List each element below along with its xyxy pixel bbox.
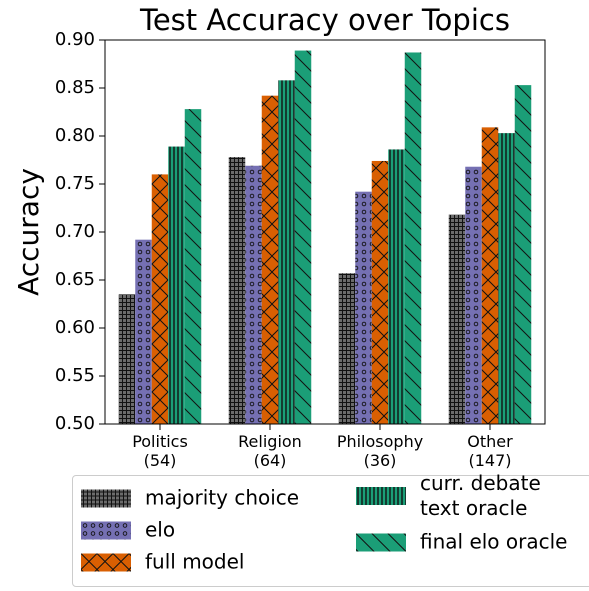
bar [448,214,466,424]
bar [278,80,295,424]
bar [168,146,185,424]
legend-entry: final elo oracle [356,530,567,555]
legend-entry: full model [81,550,244,575]
x-tick-label: Religion (64) [238,432,302,470]
plot-frame [104,39,546,425]
bar [294,50,312,425]
chart-title: Test Accuracy over Topics [139,3,510,37]
legend-label: final elo oracle [420,529,568,554]
bar [481,127,499,425]
y-tick-label: 0.65 [55,269,95,290]
legend-label: majority choice [145,485,300,510]
bar [261,95,279,425]
legend-swatch [81,553,131,571]
y-tick-label: 0.50 [55,413,95,434]
legend-label: elo [145,517,176,542]
bar [151,174,169,424]
legend-swatch [356,487,406,505]
x-tick-label: Politics (54) [132,432,188,470]
bar [245,165,262,424]
y-tick-label: 0.75 [55,173,95,194]
bar [118,294,136,424]
y-tick-label: 0.55 [55,365,95,386]
bar [355,191,372,424]
x-tick-label: Philosophy (36) [336,432,424,470]
legend: majority choice elo full model curr. debate… [72,471,589,587]
legend-label: full model [145,549,245,574]
legend-swatch [81,489,131,507]
y-tick-label: 0.90 [55,29,95,50]
legend-entry: elo [81,518,175,543]
legend-entry: majority choice [81,486,299,511]
legend-swatch [356,533,406,551]
bar [388,149,405,424]
bar [184,109,202,425]
legend-swatch [81,521,131,539]
y-tick-label: 0.70 [55,221,95,242]
bar [465,166,482,424]
bar [498,133,515,424]
bar [514,85,532,425]
legend-label: curr. debate text oracle [420,471,541,520]
x-tick-label: Other (147) [467,432,513,470]
y-tick-label: 0.60 [55,317,95,338]
bar [135,239,152,424]
y-tick-label: 0.85 [55,77,95,98]
y-tick-label: 0.80 [55,125,95,146]
bar [404,52,422,424]
y-axis-label: Accuracy [12,168,45,296]
bar [228,157,246,424]
legend-entry: curr. debate text oracle [356,471,541,521]
bar [338,273,356,424]
bar [371,160,389,424]
chart: Test Accuracy over Topics Accuracy 0.50 0… [12,3,546,434]
